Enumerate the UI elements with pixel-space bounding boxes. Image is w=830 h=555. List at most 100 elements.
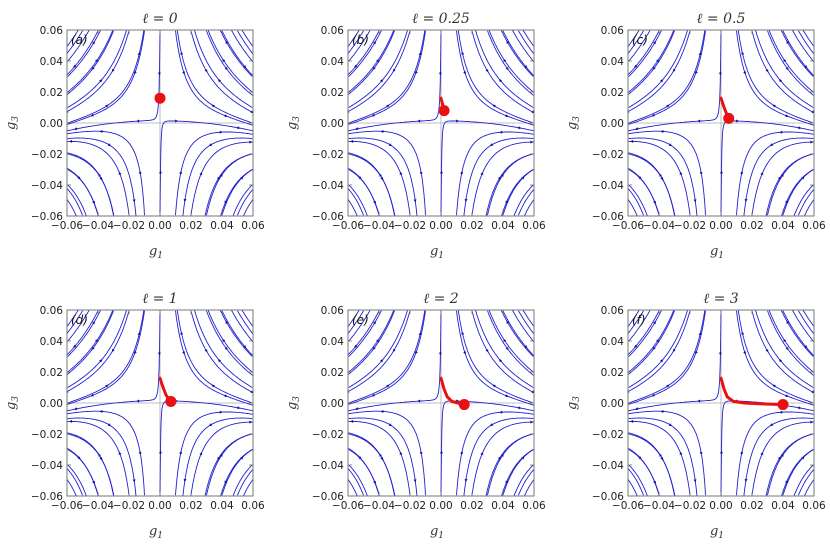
- stream-lines: [67, 310, 253, 496]
- panel-e: −0.06−0.04−0.02 0.00 0.02 0.04 0.060.060.040…: [285, 291, 546, 541]
- flow-arrow: [95, 339, 98, 343]
- flow-arrow: [204, 349, 208, 353]
- stream-line-29: [232, 184, 253, 216]
- stream-line-33: [485, 433, 534, 496]
- x-tick-label: −0.04: [363, 220, 395, 232]
- flow-arrow: [73, 344, 77, 349]
- flow-arrow: [785, 480, 789, 484]
- flow-arrow: [222, 338, 226, 343]
- flow-arrow: [634, 407, 639, 411]
- stream-line-19: [221, 30, 253, 77]
- flow-arrow: [740, 170, 744, 174]
- stream-line-1: [628, 310, 644, 335]
- flow-arrow: [354, 407, 359, 411]
- stream-line-16: [190, 141, 253, 216]
- stream-line-2: [348, 467, 364, 496]
- stream-line-30: [67, 449, 99, 496]
- stream-line-36: [67, 30, 145, 124]
- stream-line-40: [67, 310, 114, 373]
- flow-arrow: [157, 72, 161, 76]
- y-tick-label: −0.06: [312, 211, 344, 223]
- flow-arrow: [786, 40, 790, 44]
- flow-arrow: [500, 173, 504, 177]
- x-tick-label: 0.02: [740, 220, 763, 232]
- y-tick-label: 0.04: [40, 56, 64, 68]
- flow-arrow: [354, 64, 358, 69]
- stream-line-22: [518, 468, 534, 496]
- flow-arrow: [438, 72, 442, 76]
- stream-line-37: [457, 30, 534, 124]
- stream-line-11: [348, 30, 442, 132]
- stream-line-29: [513, 184, 534, 216]
- flow-arrow: [204, 69, 208, 73]
- flow-arrow: [373, 200, 376, 205]
- stream-line-28: [348, 464, 368, 496]
- rg-trajectory: [719, 376, 785, 407]
- flow-arrow: [783, 58, 787, 63]
- stream-line-21: [518, 30, 534, 55]
- stream-line-6: [348, 432, 395, 496]
- stream-line-44: [348, 30, 371, 62]
- stream-line-14: [456, 411, 534, 496]
- x-tick-label: 0.06: [802, 220, 826, 232]
- stream-line-13: [736, 310, 814, 406]
- y-tick-label: −0.06: [312, 491, 344, 503]
- flow-arrow: [208, 423, 213, 426]
- y-tick-label: 0.06: [40, 305, 64, 317]
- stream-line-10: [628, 130, 706, 216]
- stream-line-22: [798, 188, 814, 216]
- panel-f: −0.06−0.04−0.02 0.00 0.02 0.04 0.060.060.040…: [565, 291, 826, 541]
- x-tick-label: 0.00: [429, 500, 452, 512]
- x-tick-label: −0.04: [643, 500, 675, 512]
- stream-line-41: [488, 30, 534, 93]
- flow-arrow: [417, 119, 421, 123]
- flow-arrow: [485, 69, 489, 73]
- flow-arrow: [660, 79, 664, 83]
- stream-line-31: [781, 169, 814, 216]
- stream-line-9: [67, 310, 145, 406]
- flow-arrow: [237, 406, 241, 410]
- flow-arrow: [744, 198, 748, 203]
- flow-arrow: [92, 320, 95, 325]
- flow-arrow: [159, 170, 162, 174]
- coupling-marker: [458, 399, 470, 411]
- stream-line-32: [628, 433, 676, 496]
- flow-arrow: [500, 130, 504, 134]
- stream-line-38: [67, 310, 128, 388]
- flow-arrow: [804, 345, 808, 349]
- flow-arrow: [372, 346, 376, 350]
- flow-arrow: [699, 170, 703, 174]
- flow-arrow: [413, 479, 417, 483]
- x-tick-label: −0.02: [113, 220, 145, 232]
- panel-label: (e): [352, 313, 369, 327]
- stream-line-7: [628, 310, 691, 393]
- stream-lines: [348, 30, 534, 216]
- flow-arrow: [388, 423, 393, 427]
- flow-arrow: [218, 78, 222, 83]
- stream-line-17: [487, 30, 534, 97]
- flow-arrow: [417, 399, 421, 403]
- flow-arrow: [380, 410, 384, 413]
- flow-arrow: [137, 332, 141, 336]
- stream-line-7: [67, 30, 130, 113]
- stream-line-30: [348, 169, 380, 216]
- flow-arrow: [440, 450, 443, 454]
- stream-line-23: [533, 494, 534, 496]
- x-tick-label: 0.00: [429, 220, 452, 232]
- flow-arrow: [354, 344, 358, 349]
- stream-line-22: [518, 188, 534, 216]
- panel-label: (a): [71, 33, 88, 47]
- stream-line-44: [628, 30, 651, 62]
- stream-line-9: [67, 30, 145, 126]
- x-axis-label: g1: [149, 524, 163, 541]
- flow-arrow: [500, 453, 504, 457]
- flow-arrow: [224, 114, 228, 117]
- flow-arrow: [498, 456, 502, 460]
- stream-line-14: [736, 411, 814, 496]
- flow-arrow: [531, 390, 534, 394]
- flow-arrow: [480, 451, 484, 456]
- x-tick-label: 0.04: [771, 500, 795, 512]
- flow-arrow: [760, 451, 764, 456]
- stream-line-29: [232, 464, 253, 496]
- stream-line-11: [67, 30, 161, 132]
